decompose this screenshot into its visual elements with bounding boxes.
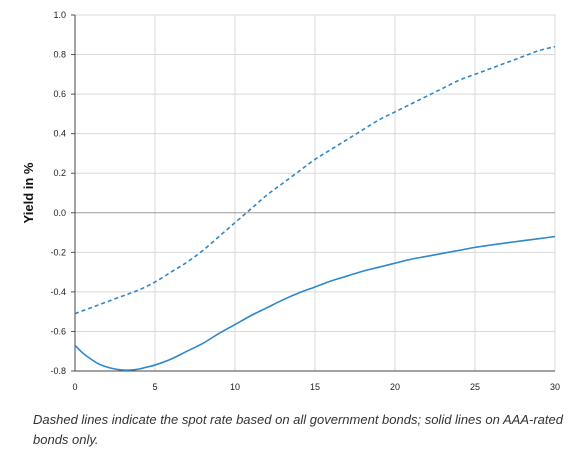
x-tick-label: 10: [230, 382, 240, 392]
y-tick-label: 0.8: [53, 50, 66, 60]
x-tick-label: 20: [390, 382, 400, 392]
grid: [75, 14, 556, 371]
y-tick-label: -0.6: [50, 326, 66, 336]
y-axis-title: Yield in %: [21, 162, 36, 223]
y-tick-label: -0.8: [50, 366, 66, 376]
x-tick-label: 0: [72, 382, 77, 392]
chart-caption: Dashed lines indicate the spot rate base…: [33, 412, 563, 447]
y-tick-label: -0.2: [50, 247, 66, 257]
series-layer: [74, 45, 556, 371]
x-tick-label: 15: [310, 382, 320, 392]
axes: [71, 14, 555, 372]
y-tick-labels: 1.0 0.8 0.6 0.4 0.2 0.0 -0.2 -0.4 -0.6 -0.8: [50, 10, 66, 376]
y-tick-label: 0.4: [53, 129, 66, 139]
x-tick-label: 30: [550, 382, 560, 392]
x-tick-labels: 0 5 10 15 20 25 30: [72, 382, 560, 392]
y-tick-label: 0.6: [53, 89, 66, 99]
series-line-dashed: [74, 45, 556, 315]
y-tick-label: 0.2: [53, 168, 66, 178]
y-tick-label: 1.0: [53, 10, 66, 20]
x-tick-label: 25: [470, 382, 480, 392]
series-line-solid: [74, 235, 556, 371]
x-tick-label: 5: [152, 382, 157, 392]
yield-chart: 1.0 0.8 0.6 0.4 0.2 0.0 -0.2 -0.4 -0.6 -0.8 0 5 10 1…: [21, 10, 560, 392]
y-tick-label: -0.4: [50, 287, 66, 297]
y-tick-label: 0.0: [53, 208, 66, 218]
